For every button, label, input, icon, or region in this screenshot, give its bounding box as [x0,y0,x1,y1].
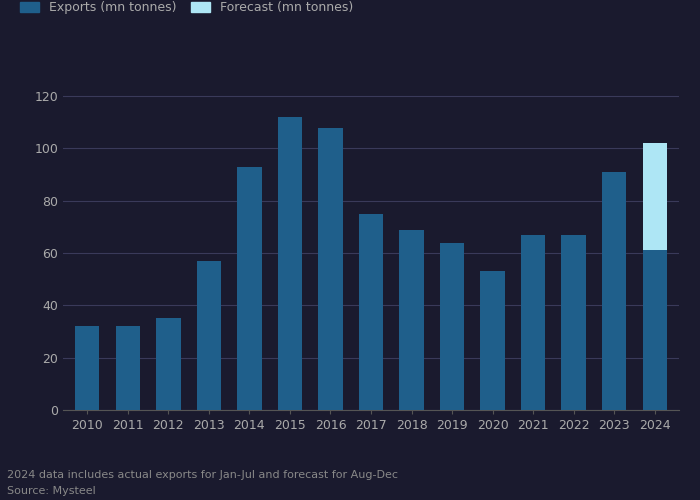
Bar [318,128,342,410]
Bar [278,117,302,410]
Bar [521,235,545,410]
Bar [116,326,140,410]
Text: 2024 data includes actual exports for Jan-Jul and forecast for Aug-Dec: 2024 data includes actual exports for Ja… [7,470,398,480]
Bar [602,172,626,410]
Bar [643,250,667,410]
Bar [480,272,505,410]
Bar [156,318,181,410]
Text: Source: Mysteel: Source: Mysteel [7,486,96,496]
Bar [561,235,586,410]
Bar [359,214,383,410]
Bar [400,230,424,410]
Legend: Exports (mn tonnes), Forecast (mn tonnes): Exports (mn tonnes), Forecast (mn tonnes… [20,2,354,15]
Bar [643,143,667,250]
Bar [197,261,221,410]
Bar [237,167,262,410]
Bar [75,326,99,410]
Bar [440,242,464,410]
